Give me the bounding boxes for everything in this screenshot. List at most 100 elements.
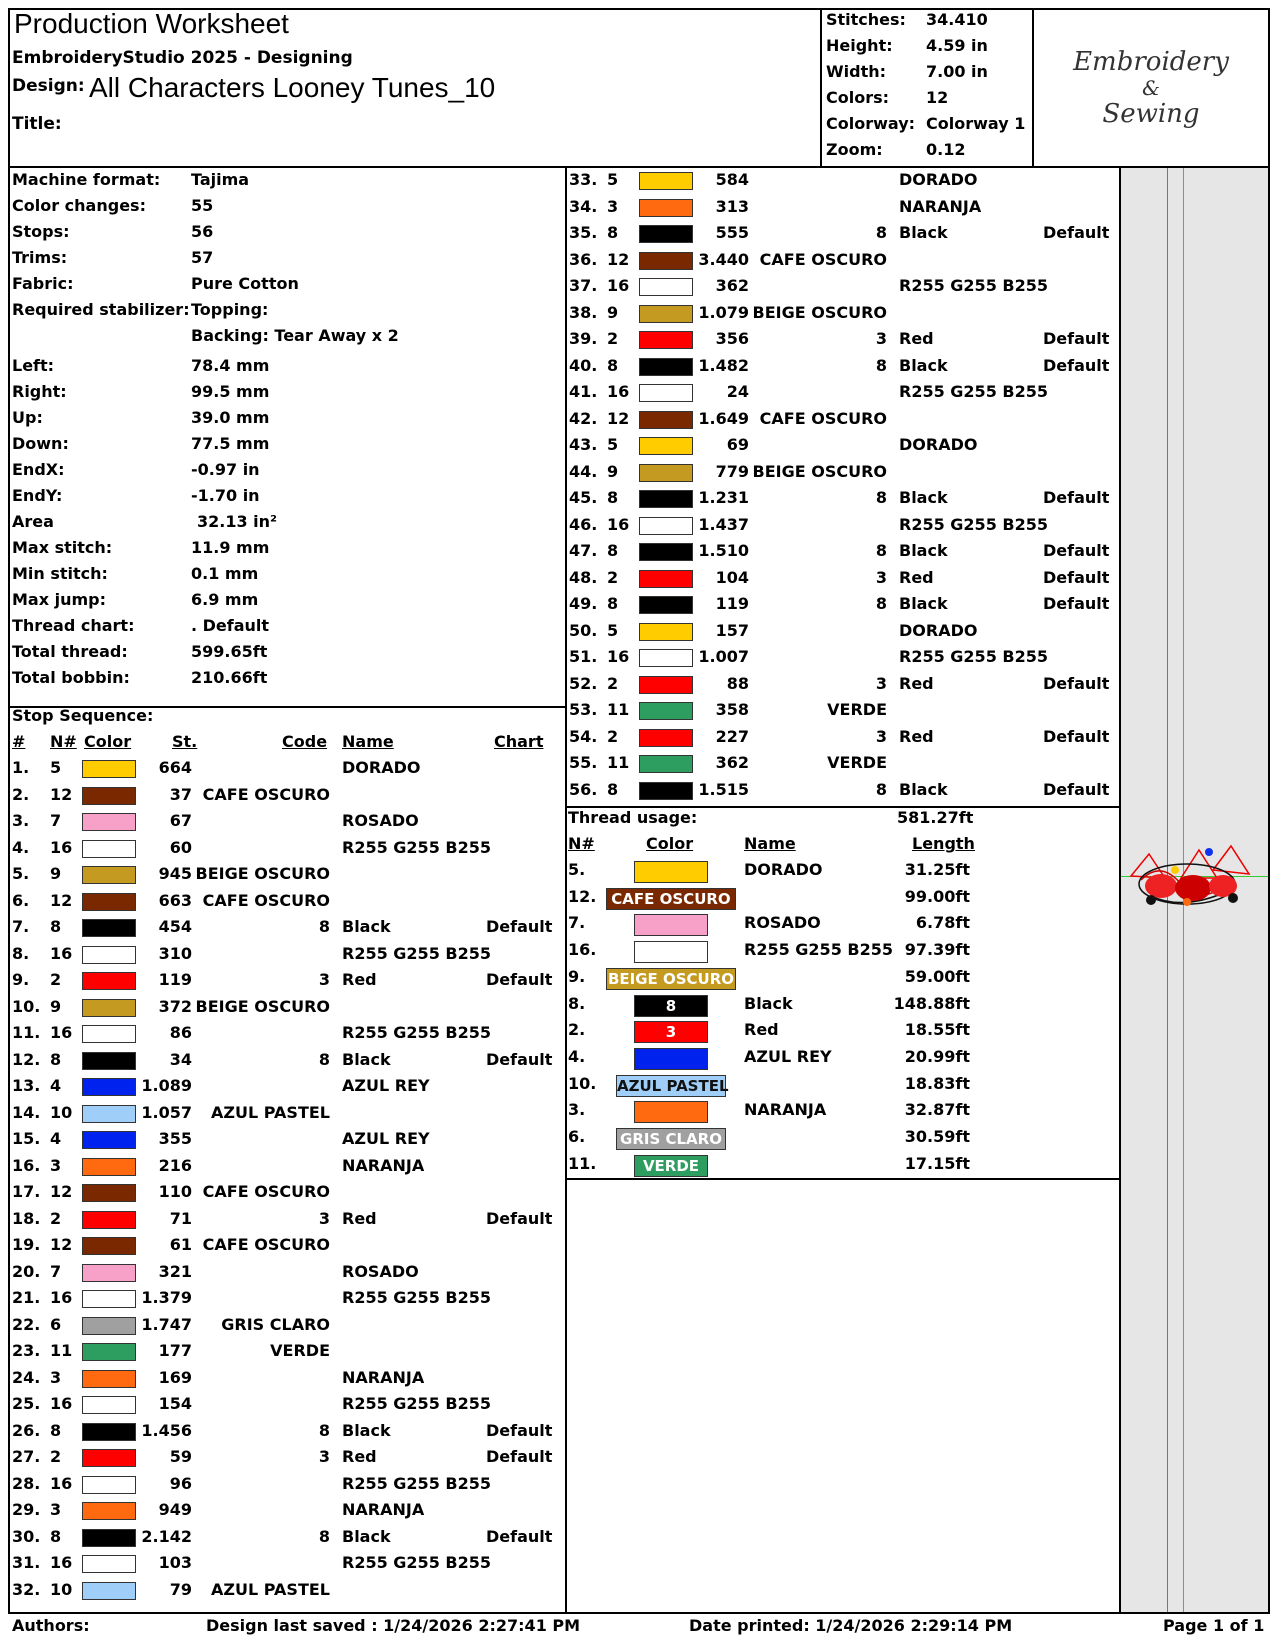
stop-needle: 8 xyxy=(50,1049,62,1069)
color-swatch xyxy=(639,516,693,535)
color-chip xyxy=(634,914,708,937)
stop-needle: 16 xyxy=(50,1023,73,1042)
stop-stitches: 103 xyxy=(158,1553,192,1572)
stop-stitches: 362 xyxy=(715,276,749,295)
color-chip: VERDE xyxy=(634,1154,708,1177)
color-chip: 8 xyxy=(634,994,708,1017)
stop-name: ROSADO xyxy=(342,811,419,830)
stop-chart: Default xyxy=(486,1420,553,1440)
usage-name: AZUL REY xyxy=(744,1046,832,1066)
stop-name: R255 G255 B255 xyxy=(899,382,1048,401)
machine-value: 6.9 mm xyxy=(191,590,259,609)
stop-needle: 5 xyxy=(607,620,619,640)
stop-num: 2. xyxy=(12,784,30,804)
design-thumbnail xyxy=(1129,844,1251,906)
stop-needle: 2 xyxy=(50,970,62,989)
footer-page: Page 1 of 1 xyxy=(1163,1616,1265,1635)
stop-num: 24. xyxy=(12,1367,41,1387)
stop-num: 52. xyxy=(569,673,598,693)
color-swatch xyxy=(639,304,693,323)
summary-label: Width: xyxy=(826,62,887,81)
stop-stitches: 1.482 xyxy=(698,355,749,375)
machine-label: Left: xyxy=(12,356,55,375)
stop-stitches: 1.747 xyxy=(141,1314,192,1334)
stop-row: 52. 2 88 3 Red Default xyxy=(557,674,1117,698)
stop-needle: 12 xyxy=(607,408,630,428)
stop-code: CAFE OSCURO xyxy=(759,408,887,428)
usage-length: 30.59ft xyxy=(904,1127,970,1146)
stop-needle: 10 xyxy=(50,1102,73,1122)
stop-row: 17. 12 110 CAFE OSCURO xyxy=(0,1182,560,1206)
stop-chart: Default xyxy=(1043,726,1110,746)
stop-num: 55. xyxy=(569,753,598,772)
stop-needle: 16 xyxy=(50,943,73,963)
usage-row: 16. R255 G255 B255 97.39ft xyxy=(568,940,1108,964)
stop-code: BEIGE OSCURO xyxy=(195,864,331,883)
stop-row: 15. 4 355 AZUL REY xyxy=(0,1129,560,1153)
color-swatch xyxy=(639,702,693,720)
stop-num: 13. xyxy=(12,1076,41,1095)
color-swatch xyxy=(639,410,693,429)
stop-stitches: 24 xyxy=(726,382,749,401)
stop-chart: Default xyxy=(486,970,553,989)
stop-num: 8. xyxy=(12,943,30,963)
machine-row: Up: 39.0 mm xyxy=(12,408,269,430)
machine-row: Min stitch: 0.1 mm xyxy=(12,564,258,586)
machine-value: Topping: xyxy=(191,300,269,319)
summary-value: 12 xyxy=(926,88,949,107)
stop-name: R255 G255 B255 xyxy=(899,276,1048,295)
machine-value: Pure Cotton xyxy=(191,274,299,293)
stop-code: 8 xyxy=(875,594,887,613)
usage-length: 32.87ft xyxy=(904,1100,970,1120)
stop-stitches: 1.510 xyxy=(698,541,749,560)
stop-needle: 3 xyxy=(50,1155,62,1175)
usage-row: 12. CAFE OSCURO 99.00ft xyxy=(568,887,1108,911)
stop-stitches: 945 xyxy=(158,864,192,883)
stop-name: AZUL REY xyxy=(342,1076,430,1095)
machine-label: Color changes: xyxy=(12,196,146,215)
color-swatch xyxy=(82,1104,136,1123)
color-chip: CAFE OSCURO xyxy=(606,887,736,910)
stop-row: 38. 9 1.079 BEIGE OSCURO xyxy=(557,303,1117,327)
usage-row: 5. DORADO 31.25ft xyxy=(568,860,1108,884)
stop-code: 3 xyxy=(875,329,887,348)
color-swatch xyxy=(639,781,693,800)
usage-needle: 5. xyxy=(568,860,586,879)
stop-stitches: 1.379 xyxy=(141,1288,192,1307)
col-stitches: St. xyxy=(172,732,198,751)
stop-needle: 16 xyxy=(50,1553,73,1572)
machine-label: Stops: xyxy=(12,222,70,241)
stop-name: Black xyxy=(342,1420,391,1440)
stop-chart: Default xyxy=(1043,223,1110,242)
stop-needle: 6 xyxy=(50,1314,62,1334)
machine-value: -1.70 in xyxy=(191,486,260,505)
color-swatch xyxy=(82,1528,136,1547)
color-swatch xyxy=(82,1237,136,1255)
col-code: Code xyxy=(282,732,328,751)
stop-row: 14. 10 1.057 AZUL PASTEL xyxy=(0,1103,560,1127)
stop-name: Black xyxy=(899,223,948,242)
stop-stitches: 110 xyxy=(158,1182,192,1201)
machine-label: Total thread: xyxy=(12,642,128,661)
stop-code: CAFE OSCURO xyxy=(202,890,330,910)
stop-code: 8 xyxy=(318,1049,330,1069)
tu-col-name: Name xyxy=(744,834,796,853)
machine-label: Max jump: xyxy=(12,590,107,609)
stop-code: 3 xyxy=(875,673,887,693)
machine-row: Area 32.13 in² xyxy=(12,512,277,534)
stop-stitches: 1.437 xyxy=(698,514,749,534)
stop-needle: 5 xyxy=(607,170,619,189)
stop-name: Red xyxy=(342,970,377,989)
color-swatch xyxy=(639,384,693,402)
usage-row: 10. AZUL PASTEL 18.83ft xyxy=(568,1074,1108,1098)
stop-name: ROSADO xyxy=(342,1261,419,1281)
color-swatch xyxy=(639,755,693,773)
stop-stitches: 1.057 xyxy=(141,1102,192,1122)
stop-num: 26. xyxy=(12,1420,41,1440)
stop-stitches: 1.649 xyxy=(698,408,749,428)
stop-stitches: 119 xyxy=(715,594,749,613)
color-swatch xyxy=(82,1184,136,1202)
stop-needle: 5 xyxy=(50,758,62,777)
color-swatch xyxy=(82,945,136,964)
stop-stitches: 584 xyxy=(715,170,749,189)
